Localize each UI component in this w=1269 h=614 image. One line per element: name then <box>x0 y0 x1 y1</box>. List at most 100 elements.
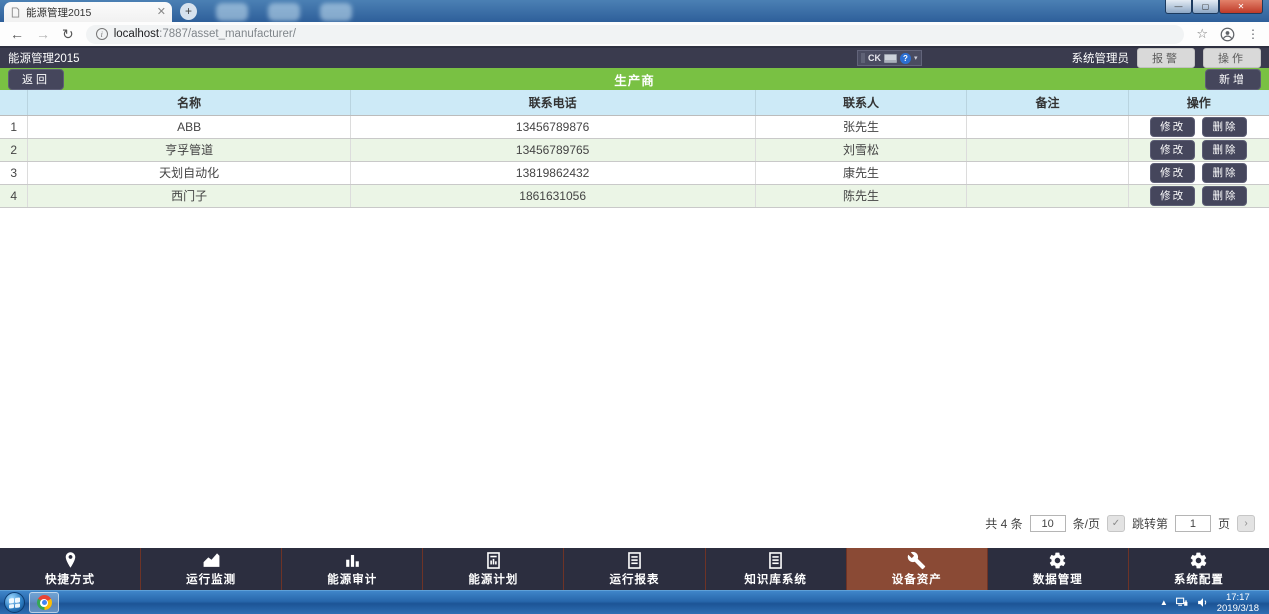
speaker-icon[interactable] <box>1196 596 1210 609</box>
language-bar-label: CK <box>868 53 881 63</box>
browser-address-bar: ← → ↻ i localhost:7887/asset_manufacture… <box>0 22 1269 48</box>
nav-label: 运行报表 <box>609 574 660 586</box>
clock-time: 17:17 <box>1225 591 1250 603</box>
background-blob <box>268 3 300 21</box>
taskbar-clock[interactable]: 17:17 2019/3/18 <box>1217 592 1259 614</box>
cell-remark <box>966 161 1129 185</box>
nav-label: 数据管理 <box>1032 574 1083 586</box>
wrench-icon <box>907 551 926 570</box>
delete-button[interactable]: 删除 <box>1202 162 1248 183</box>
window-maximize-button[interactable]: ▢ <box>1192 0 1219 14</box>
cell-operations: 修改 删除 <box>1128 115 1269 139</box>
manufacturer-table: 名称 联系电话 联系人 备注 操作 1 ABB 13456789876 张先生 … <box>0 90 1269 208</box>
main-content: 名称 联系电话 联系人 备注 操作 1 ABB 13456789876 张先生 … <box>0 90 1269 548</box>
page-size-confirm-button[interactable]: ✓ <box>1106 515 1125 532</box>
browser-tab-bar: 能源管理2015 ✕ + — ▢ ✕ <box>0 0 1269 22</box>
per-page-label: 条/页 <box>1072 517 1100 531</box>
delete-button[interactable]: 删除 <box>1202 185 1248 206</box>
cell-remark <box>966 184 1129 208</box>
cell-phone: 13456789765 <box>350 138 756 162</box>
info-icon[interactable]: i <box>95 28 108 40</box>
page-size-input[interactable] <box>1029 515 1066 532</box>
modify-button[interactable]: 修改 <box>1150 139 1196 160</box>
start-button[interactable] <box>4 592 25 613</box>
chrome-taskbar-button[interactable] <box>29 592 59 613</box>
cell-contact: 康先生 <box>755 161 968 185</box>
nav-item-data-management[interactable]: 数据管理 <box>988 548 1129 590</box>
nav-label: 能源计划 <box>468 574 519 586</box>
row-index: 1 <box>0 115 29 139</box>
col-operation: 操作 <box>1128 90 1269 116</box>
modify-button[interactable]: 修改 <box>1150 162 1196 183</box>
url-host: localhost <box>113 28 160 40</box>
location-pin-icon <box>65 552 75 568</box>
cell-contact: 刘雪松 <box>755 138 968 162</box>
knowledge-document-icon <box>769 552 782 569</box>
table-row: 4 西门子 1861631056 陈先生 修改 删除 <box>0 184 1269 208</box>
new-tab-button[interactable]: + <box>180 3 197 20</box>
forward-icon[interactable]: → <box>36 26 50 42</box>
options-caret-icon[interactable]: ▾ <box>914 55 918 62</box>
cell-operations: 修改 删除 <box>1128 184 1269 208</box>
nav-item-monitoring[interactable]: 运行监测 <box>141 548 283 590</box>
cell-name: 亨孚管道 <box>27 138 351 162</box>
col-index <box>0 90 29 116</box>
browser-tab[interactable]: 能源管理2015 ✕ <box>4 2 172 22</box>
reload-icon[interactable]: ↻ <box>62 26 74 42</box>
tab-close-icon[interactable]: ✕ <box>156 5 166 18</box>
add-button[interactable]: 新增 <box>1205 68 1261 90</box>
network-icon[interactable] <box>1175 596 1189 609</box>
bar-chart-icon <box>345 554 359 567</box>
cell-remark <box>966 138 1129 162</box>
operate-button[interactable]: 操作 <box>1203 48 1261 68</box>
modify-button[interactable]: 修改 <box>1150 116 1196 137</box>
table-row: 2 亨孚管道 13456789765 刘雪松 修改 删除 <box>0 138 1269 162</box>
nav-item-energy-audit[interactable]: 能源审计 <box>282 548 424 590</box>
cell-operations: 修改 删除 <box>1128 161 1269 185</box>
delete-button[interactable]: 删除 <box>1202 139 1248 160</box>
nav-label: 设备资产 <box>891 574 942 586</box>
language-bar[interactable]: CK ? ▾ <box>857 50 922 66</box>
window-close-button[interactable]: ✕ <box>1219 0 1263 14</box>
nav-item-system-config[interactable]: 系统配置 <box>1129 548 1269 590</box>
cell-name: ABB <box>27 115 351 139</box>
page-number-input[interactable] <box>1174 515 1211 532</box>
clock-date: 2019/3/18 <box>1216 602 1259 614</box>
profile-avatar-icon[interactable] <box>1220 27 1235 42</box>
total-count-label: 共 4 条 <box>985 517 1023 531</box>
hidden-icons-caret[interactable]: ▲ <box>1159 598 1168 607</box>
app-title: 能源管理2015 <box>8 53 80 65</box>
jump-label: 跳转第 <box>1131 517 1168 531</box>
browser-menu-icon[interactable]: ⋮ <box>1247 27 1259 41</box>
keyboard-icon[interactable] <box>884 53 897 63</box>
user-role-label: 系统管理员 <box>1071 53 1130 65</box>
cell-contact: 陈先生 <box>755 184 968 208</box>
nav-item-energy-plan[interactable]: 能源计划 <box>423 548 565 590</box>
nav-label: 运行监测 <box>186 574 237 586</box>
alarm-button[interactable]: 报警 <box>1137 48 1195 68</box>
col-name: 名称 <box>27 90 351 116</box>
bookmark-star-icon[interactable]: ☆ <box>1196 26 1208 41</box>
table-row: 1 ABB 13456789876 张先生 修改 删除 <box>0 115 1269 139</box>
back-icon[interactable]: ← <box>10 26 24 42</box>
gear-icon <box>1050 552 1066 569</box>
nav-item-knowledge-base[interactable]: 知识库系统 <box>706 548 847 590</box>
pagination: 共 4 条 条/页 ✓ 跳转第 页 › <box>0 515 1269 548</box>
page-go-button[interactable]: › <box>1237 515 1255 532</box>
windows-taskbar: ▲ 17:17 2019/3/18 <box>0 590 1269 614</box>
modify-button[interactable]: 修改 <box>1150 185 1196 206</box>
nav-label: 系统配置 <box>1173 574 1224 586</box>
nav-item-shortcuts[interactable]: 快捷方式 <box>0 548 142 590</box>
url-path: :7887/asset_manufacturer/ <box>159 28 296 40</box>
bottom-nav: 快捷方式 运行监测 能源审计 能源计划 运行报表 知识库系统 设备资产 数据管 <box>0 548 1269 590</box>
nav-label: 能源审计 <box>327 574 378 586</box>
delete-button[interactable]: 删除 <box>1202 116 1248 137</box>
url-bar[interactable]: i localhost:7887/asset_manufacturer/ <box>85 24 1185 44</box>
help-icon[interactable]: ? <box>900 52 911 64</box>
window-minimize-button[interactable]: — <box>1165 0 1192 14</box>
nav-item-run-report[interactable]: 运行报表 <box>564 548 706 590</box>
nav-item-equipment-assets[interactable]: 设备资产 <box>846 548 988 590</box>
back-button[interactable]: 返回 <box>8 68 64 90</box>
system-tray: ▲ 17:17 2019/3/18 <box>1160 592 1265 614</box>
chrome-icon <box>36 595 52 610</box>
